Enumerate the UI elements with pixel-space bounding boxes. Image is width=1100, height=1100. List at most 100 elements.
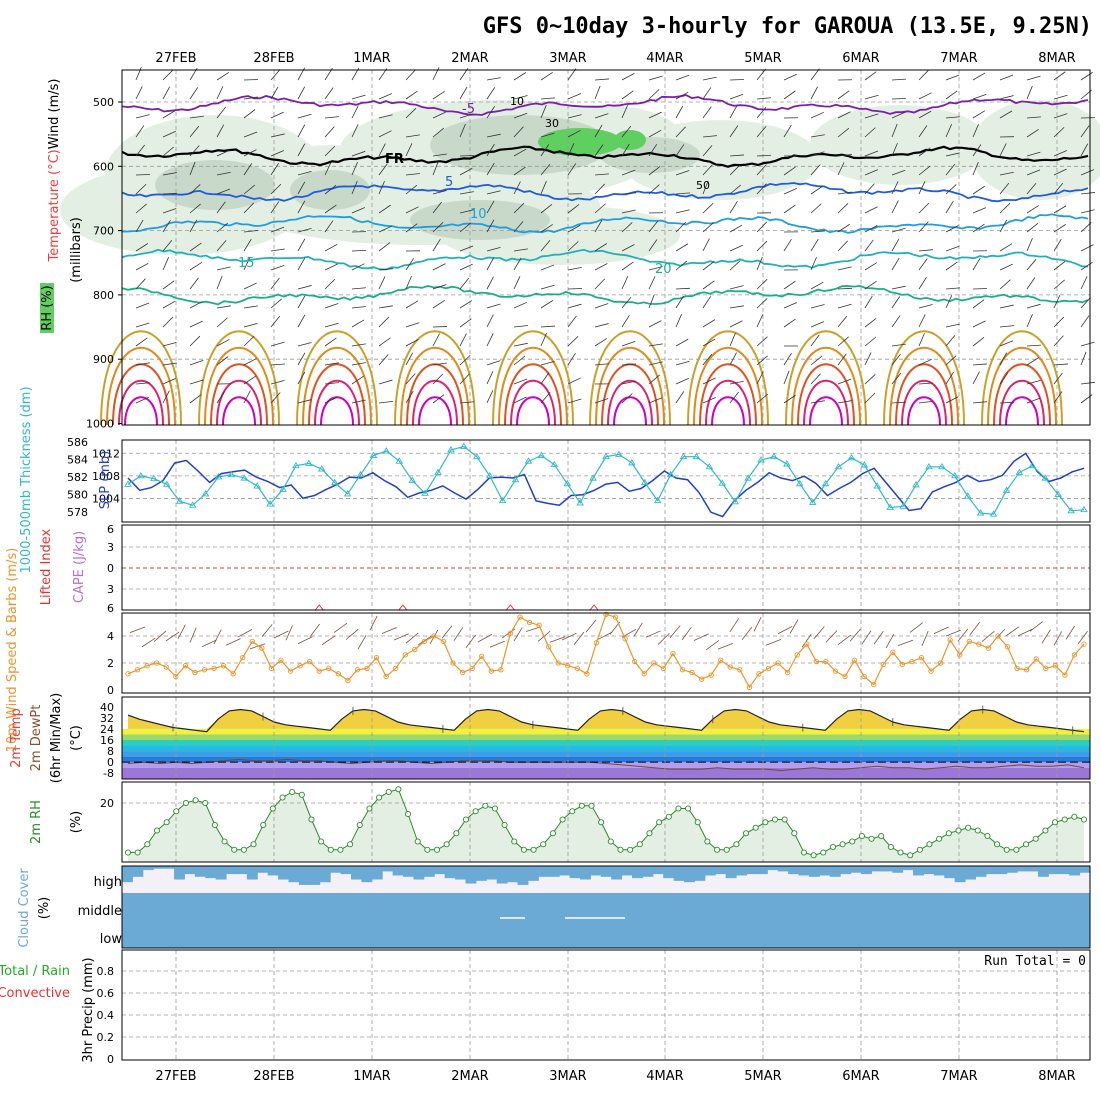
wind-speed-point	[182, 663, 189, 669]
wind-barb	[324, 145, 336, 157]
surface-temp-contour	[106, 347, 176, 426]
wind-barb	[810, 86, 819, 100]
slp-point	[447, 446, 455, 453]
wind-barb	[972, 161, 979, 176]
wind-barb	[324, 126, 335, 138]
wind-barb	[486, 390, 494, 404]
wind-barb	[162, 257, 169, 271]
rh-point	[269, 805, 276, 812]
wind-barb	[891, 200, 899, 214]
wind-barb	[459, 277, 470, 290]
wind-speed-point	[498, 667, 504, 673]
wind-barb	[1053, 113, 1068, 119]
wind-barb	[729, 200, 738, 214]
surface-temp-contour	[895, 363, 953, 426]
date-label: 6MAR	[842, 1069, 879, 1084]
wind-barb	[1026, 259, 1037, 271]
rh-point	[424, 846, 431, 853]
slp-point	[705, 462, 714, 470]
date-label: 1MAR	[353, 51, 390, 66]
wind-speed-point	[1023, 667, 1030, 673]
wind-barb	[729, 164, 741, 176]
wind-barb	[135, 66, 142, 81]
rh-point	[675, 805, 682, 812]
cloud-bar-high	[340, 866, 352, 875]
rh-legend-swatch	[40, 283, 54, 333]
wind-speed-point	[880, 661, 886, 667]
wind-barb	[1080, 381, 1095, 385]
surface-temp-contour	[124, 396, 158, 426]
wind-speed-point	[163, 664, 169, 670]
wind-barb	[705, 640, 720, 651]
rh-point	[800, 849, 808, 856]
rh-point	[627, 846, 634, 853]
cloud-bar-high	[423, 866, 435, 877]
wind-barb	[756, 164, 767, 176]
wind-barb	[810, 355, 823, 366]
wind-barb	[405, 632, 419, 644]
wind-barb	[864, 352, 872, 366]
rh-point	[192, 797, 199, 804]
wind-barb	[729, 285, 744, 290]
wind-barb	[513, 248, 528, 252]
wind-barb	[213, 629, 222, 645]
wind-barb	[864, 318, 877, 328]
wind-barb	[324, 337, 337, 347]
wind-barb	[864, 239, 874, 252]
wind-barb	[162, 341, 177, 347]
cape-mark	[589, 604, 599, 611]
surface-temp-contour	[705, 380, 751, 426]
wind-barb	[648, 294, 655, 309]
panel-frame	[121, 949, 1091, 1061]
wind-barb	[1053, 168, 1067, 176]
wind-barb	[945, 152, 960, 157]
wind-barb	[459, 209, 474, 214]
wind-speed-point	[479, 653, 485, 659]
cloud-bar-high	[194, 866, 206, 877]
wind-barb	[972, 110, 986, 119]
thickness-tick: 584	[67, 454, 88, 467]
wind-barb	[675, 105, 684, 119]
surface-temp-contour	[112, 363, 170, 426]
slp-point	[266, 500, 274, 507]
cloud-bar-high	[673, 866, 685, 881]
wind-barb	[729, 93, 744, 100]
wind-barb	[702, 377, 716, 385]
wind-barb	[351, 263, 365, 271]
surface-temp-contour	[118, 380, 164, 426]
cloud-bar-high	[996, 866, 1008, 875]
wind-barb	[549, 636, 566, 643]
y-tick-label: 600	[93, 160, 114, 173]
wind-barb	[648, 111, 662, 119]
wind-barb	[891, 296, 901, 309]
wind-barb	[324, 116, 339, 119]
wind-barb	[333, 622, 348, 633]
y-tick-label: 4	[107, 630, 114, 643]
wind-barb	[297, 200, 306, 214]
wind-barb	[459, 373, 470, 385]
axis-label: SLP (mb)	[98, 451, 113, 510]
wind-barb	[891, 181, 899, 195]
cloud-bar-high	[767, 866, 779, 871]
rh-point	[240, 846, 247, 853]
cloud-bar-high	[944, 866, 956, 879]
slp-point	[201, 490, 210, 497]
wind-speed-point	[373, 654, 380, 661]
wind-barb	[540, 300, 554, 309]
panel-frame	[121, 696, 1091, 780]
wind-barb	[567, 315, 577, 328]
wind-barb	[918, 110, 932, 119]
wind-barb	[432, 111, 446, 119]
slp-point	[537, 451, 546, 458]
slp-point	[640, 478, 649, 486]
axis-label-part: (millibars)	[69, 217, 84, 283]
axis-label-part: Wind (m/s)	[47, 79, 62, 150]
wind-barb	[162, 130, 176, 138]
wind-barb	[243, 238, 252, 252]
rh-point	[289, 788, 296, 796]
cloud-bar-high	[569, 866, 581, 879]
surface-temp-contour	[993, 363, 1051, 426]
wind-barb	[810, 203, 822, 214]
cloud-bar-high	[694, 866, 706, 881]
wind-barb	[486, 246, 501, 252]
